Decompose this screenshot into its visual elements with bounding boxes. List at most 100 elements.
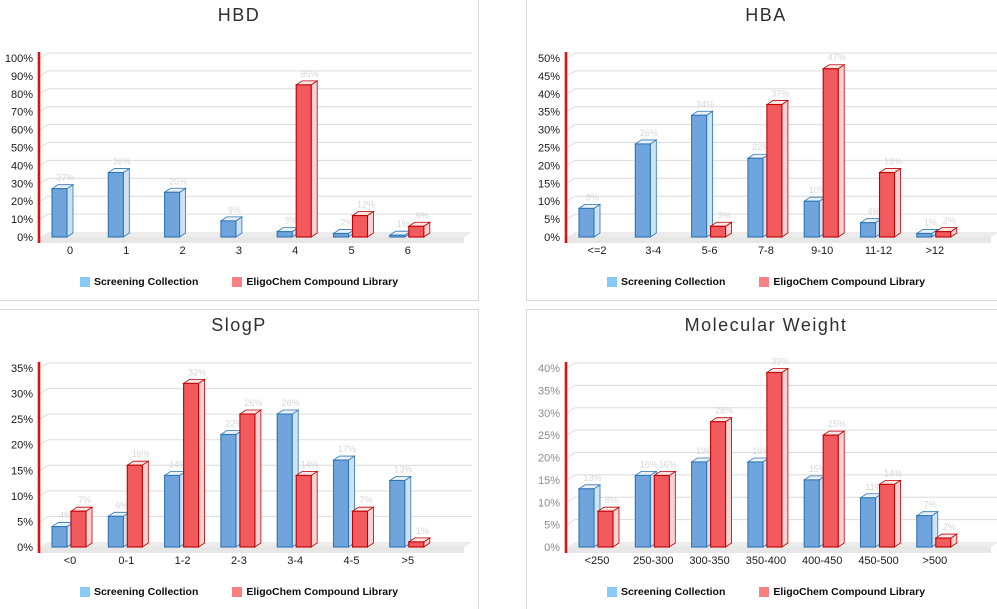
svg-text:40%: 40% xyxy=(11,160,33,172)
svg-text:90%: 90% xyxy=(11,71,33,83)
x-axis-category-labels: 0 1 2 3 4 5 6 xyxy=(67,245,411,257)
faint-bar-value-label: 16% xyxy=(132,449,150,459)
faint-bar-value-label: 1% xyxy=(397,219,410,229)
svg-text:1: 1 xyxy=(123,245,129,257)
legend-label-screening: Screening Collection xyxy=(93,276,199,288)
bar-0-3: 9% xyxy=(219,205,244,238)
faint-bar-value-label: 10% xyxy=(809,185,827,195)
svg-text:<=2: <=2 xyxy=(588,245,607,257)
bar-0-0: 8% xyxy=(577,192,602,238)
bar-1-6: 2% xyxy=(934,216,959,238)
slogp-bar-chart: 0% 5% 10% 15% 20% 25% 30% 35% 4% 7% 6% 16% 14% 32% 22%… xyxy=(11,362,472,567)
bar-0-1: 6% xyxy=(106,500,131,548)
x-axis-category-labels: <250 250-300 300-350 350-400 400-450 450-500 >… xyxy=(585,555,948,567)
bar-0-6: 13% xyxy=(388,465,412,548)
svg-text:30%: 30% xyxy=(538,408,560,420)
faint-bar-value-label: 25% xyxy=(169,176,187,186)
faint-bar-value-label: 3% xyxy=(284,216,297,226)
faint-bar-value-label: 12% xyxy=(357,200,375,210)
faint-bar-value-label: 8% xyxy=(605,495,618,505)
screening-collection-swatch-icon xyxy=(606,277,617,287)
eligochem-library-swatch-icon xyxy=(759,587,770,597)
bar-1-5: 14% xyxy=(878,468,902,548)
legend-label-eligochem: EligoChem Compound Library xyxy=(773,276,926,288)
svg-text:100%: 100% xyxy=(5,53,33,65)
faint-bar-value-label: 7% xyxy=(359,495,372,505)
bar-1-1: 16% xyxy=(125,449,150,548)
svg-text:10%: 10% xyxy=(538,196,560,208)
legend-label-screening: Screening Collection xyxy=(93,586,199,598)
bar-1-6: 2% xyxy=(934,522,959,548)
legend-label-eligochem: EligoChem Compound Library xyxy=(773,586,926,598)
bar-0-1: 36% xyxy=(106,157,131,238)
svg-text:0%: 0% xyxy=(17,232,33,244)
svg-text:15%: 15% xyxy=(538,178,560,190)
svg-text:20%: 20% xyxy=(11,196,33,208)
eligochem-library-swatch-icon xyxy=(759,277,770,287)
faint-bar-value-label: 2% xyxy=(943,216,956,226)
bar-1-1: 16% xyxy=(652,459,677,548)
gridlines xyxy=(39,52,472,220)
faint-bar-value-label: 85% xyxy=(301,69,319,79)
bar-0-6: 1% xyxy=(388,219,413,238)
svg-text:>500: >500 xyxy=(922,555,947,567)
bar-1-2: 28% xyxy=(709,406,733,548)
faint-bar-value-label: 19% xyxy=(696,446,714,456)
svg-text:300-350: 300-350 xyxy=(689,555,729,567)
legend-entry: EligoChem Compound Library xyxy=(232,586,398,598)
svg-text:60%: 60% xyxy=(11,125,33,137)
faint-bar-value-label: 16% xyxy=(659,459,677,469)
faint-bar-value-label: 14% xyxy=(169,459,187,469)
bar-1-4: 47% xyxy=(821,53,846,238)
svg-text:>5: >5 xyxy=(402,555,415,567)
bar-0-5: 2% xyxy=(332,217,356,238)
faint-bar-value-label: 19% xyxy=(752,446,770,456)
bar-1-2: 32% xyxy=(182,367,206,548)
bar-1-3: 39% xyxy=(765,356,789,548)
svg-text:20%: 20% xyxy=(11,440,33,452)
svg-text:0-1: 0-1 xyxy=(118,555,134,567)
svg-text:5-6: 5-6 xyxy=(702,245,718,257)
faint-bar-value-label: 26% xyxy=(244,398,262,408)
svg-text:30%: 30% xyxy=(11,389,33,401)
faint-bar-value-label: 7% xyxy=(78,495,91,505)
faint-bar-value-label: 14% xyxy=(884,468,902,478)
legend-entry: EligoChem Compound Library xyxy=(759,276,925,288)
svg-text:25%: 25% xyxy=(538,430,560,442)
faint-bar-value-label: 18% xyxy=(884,157,902,167)
legend-label-screening: Screening Collection xyxy=(620,586,726,598)
faint-bar-value-label: 9% xyxy=(228,205,241,215)
eligochem-library-swatch-icon xyxy=(232,277,243,287)
svg-text:20%: 20% xyxy=(538,160,560,172)
bar-1-5: 12% xyxy=(351,200,375,238)
svg-text:10%: 10% xyxy=(538,497,560,509)
screening-collection-swatch-icon xyxy=(79,277,90,287)
eligochem-library-swatch-icon xyxy=(232,587,243,597)
screening-collection-swatch-icon xyxy=(79,587,90,597)
svg-text:45%: 45% xyxy=(538,71,560,83)
faint-bar-value-label: 4% xyxy=(59,511,72,521)
bar-1-6: 6% xyxy=(407,210,432,238)
y-axis-tick-labels: 0% 5% 10% 15% 20% 25% 30% 35% 40% xyxy=(538,363,560,554)
faint-bar-value-label: 8% xyxy=(586,192,599,202)
faint-bar-value-label: 1% xyxy=(924,217,937,227)
svg-text:10%: 10% xyxy=(11,491,33,503)
chart-panel-slogp: 0% 5% 10% 15% 20% 25% 30% 35% 4% 7% 6% 16% 14% 32% 22%… xyxy=(0,309,479,609)
chart-panel-molecular-weight: 0% 5% 10% 15% 20% 25% 30% 35% 40% 13% 8% 16% 16% 19% 2… xyxy=(526,309,997,609)
faint-bar-value-label: 15% xyxy=(809,464,827,474)
faint-bar-value-label: 13% xyxy=(394,465,412,475)
svg-text:35%: 35% xyxy=(538,385,560,397)
y-axis-tick-labels: 0% 5% 10% 15% 20% 25% 30% 35% xyxy=(11,363,33,554)
svg-text:25%: 25% xyxy=(11,414,33,426)
bar-0-5: 4% xyxy=(859,207,883,238)
bar-0-2: 14% xyxy=(163,459,187,548)
svg-text:35%: 35% xyxy=(11,363,33,375)
faint-bar-value-label: 2% xyxy=(943,522,956,532)
bar-0-2: 19% xyxy=(690,446,714,548)
svg-text:0: 0 xyxy=(67,245,73,257)
hbd-bar-chart: 0%10%20%30%40%50%60%70%80%90%100%27%36%2… xyxy=(5,52,472,257)
svg-text:2-3: 2-3 xyxy=(231,555,247,567)
legend-entry: EligoChem Compound Library xyxy=(759,586,925,598)
faint-bar-value-label: 1% xyxy=(416,526,429,536)
